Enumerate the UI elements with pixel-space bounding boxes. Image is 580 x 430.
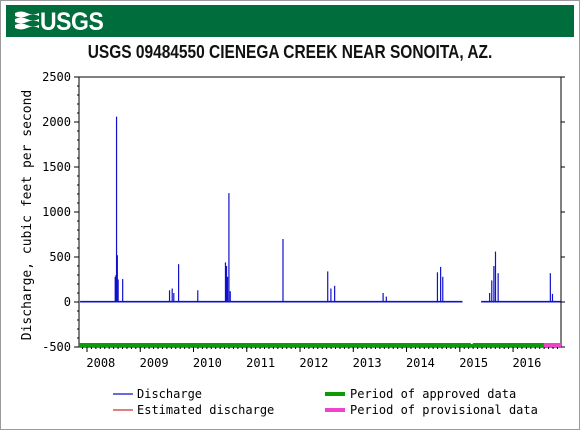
usgs-banner: USGS — [6, 5, 574, 37]
x-tick-label: 2011 — [246, 356, 275, 370]
usgs-logo-text: USGS — [40, 8, 104, 36]
x-tick-label: 2016 — [512, 356, 541, 370]
legend-label: Period of approved data — [350, 387, 516, 401]
chart-title: USGS 09484550 CIENEGA CREEK NEAR SONOITA… — [87, 42, 493, 62]
y-tick-label: 0 — [64, 295, 71, 309]
x-tick-label: 2009 — [140, 356, 169, 370]
y-tick-label: 2500 — [42, 70, 71, 84]
y-tick-label: 500 — [49, 250, 71, 264]
x-tick-label: 2013 — [353, 356, 382, 370]
legend-label: Period of provisional data — [350, 403, 538, 417]
legend: Discharge Estimated discharge Period of ap… — [113, 387, 538, 417]
plot-frame — [78, 76, 562, 348]
y-tick-label: -500 — [42, 340, 71, 354]
plot-area: -500 0 500 1000 1500 2000 2500 2008 2009 2010 2011… — [42, 70, 565, 370]
legend-label: Discharge — [137, 387, 202, 401]
usgs-logo-wave-icon — [15, 11, 39, 30]
x-tick-label: 2012 — [299, 356, 328, 370]
y-tick-label: 2000 — [42, 115, 71, 129]
x-tick-label: 2014 — [406, 356, 435, 370]
y-axis-label: Discharge, cubic feet per second — [20, 90, 35, 340]
legend-label: Estimated discharge — [137, 403, 274, 417]
y-tick-label: 1000 — [42, 205, 71, 219]
y-tick-label: 1500 — [42, 160, 71, 174]
x-tick-label: 2008 — [86, 356, 115, 370]
x-tick-label: 2010 — [193, 356, 222, 370]
x-tick-label: 2015 — [459, 356, 488, 370]
